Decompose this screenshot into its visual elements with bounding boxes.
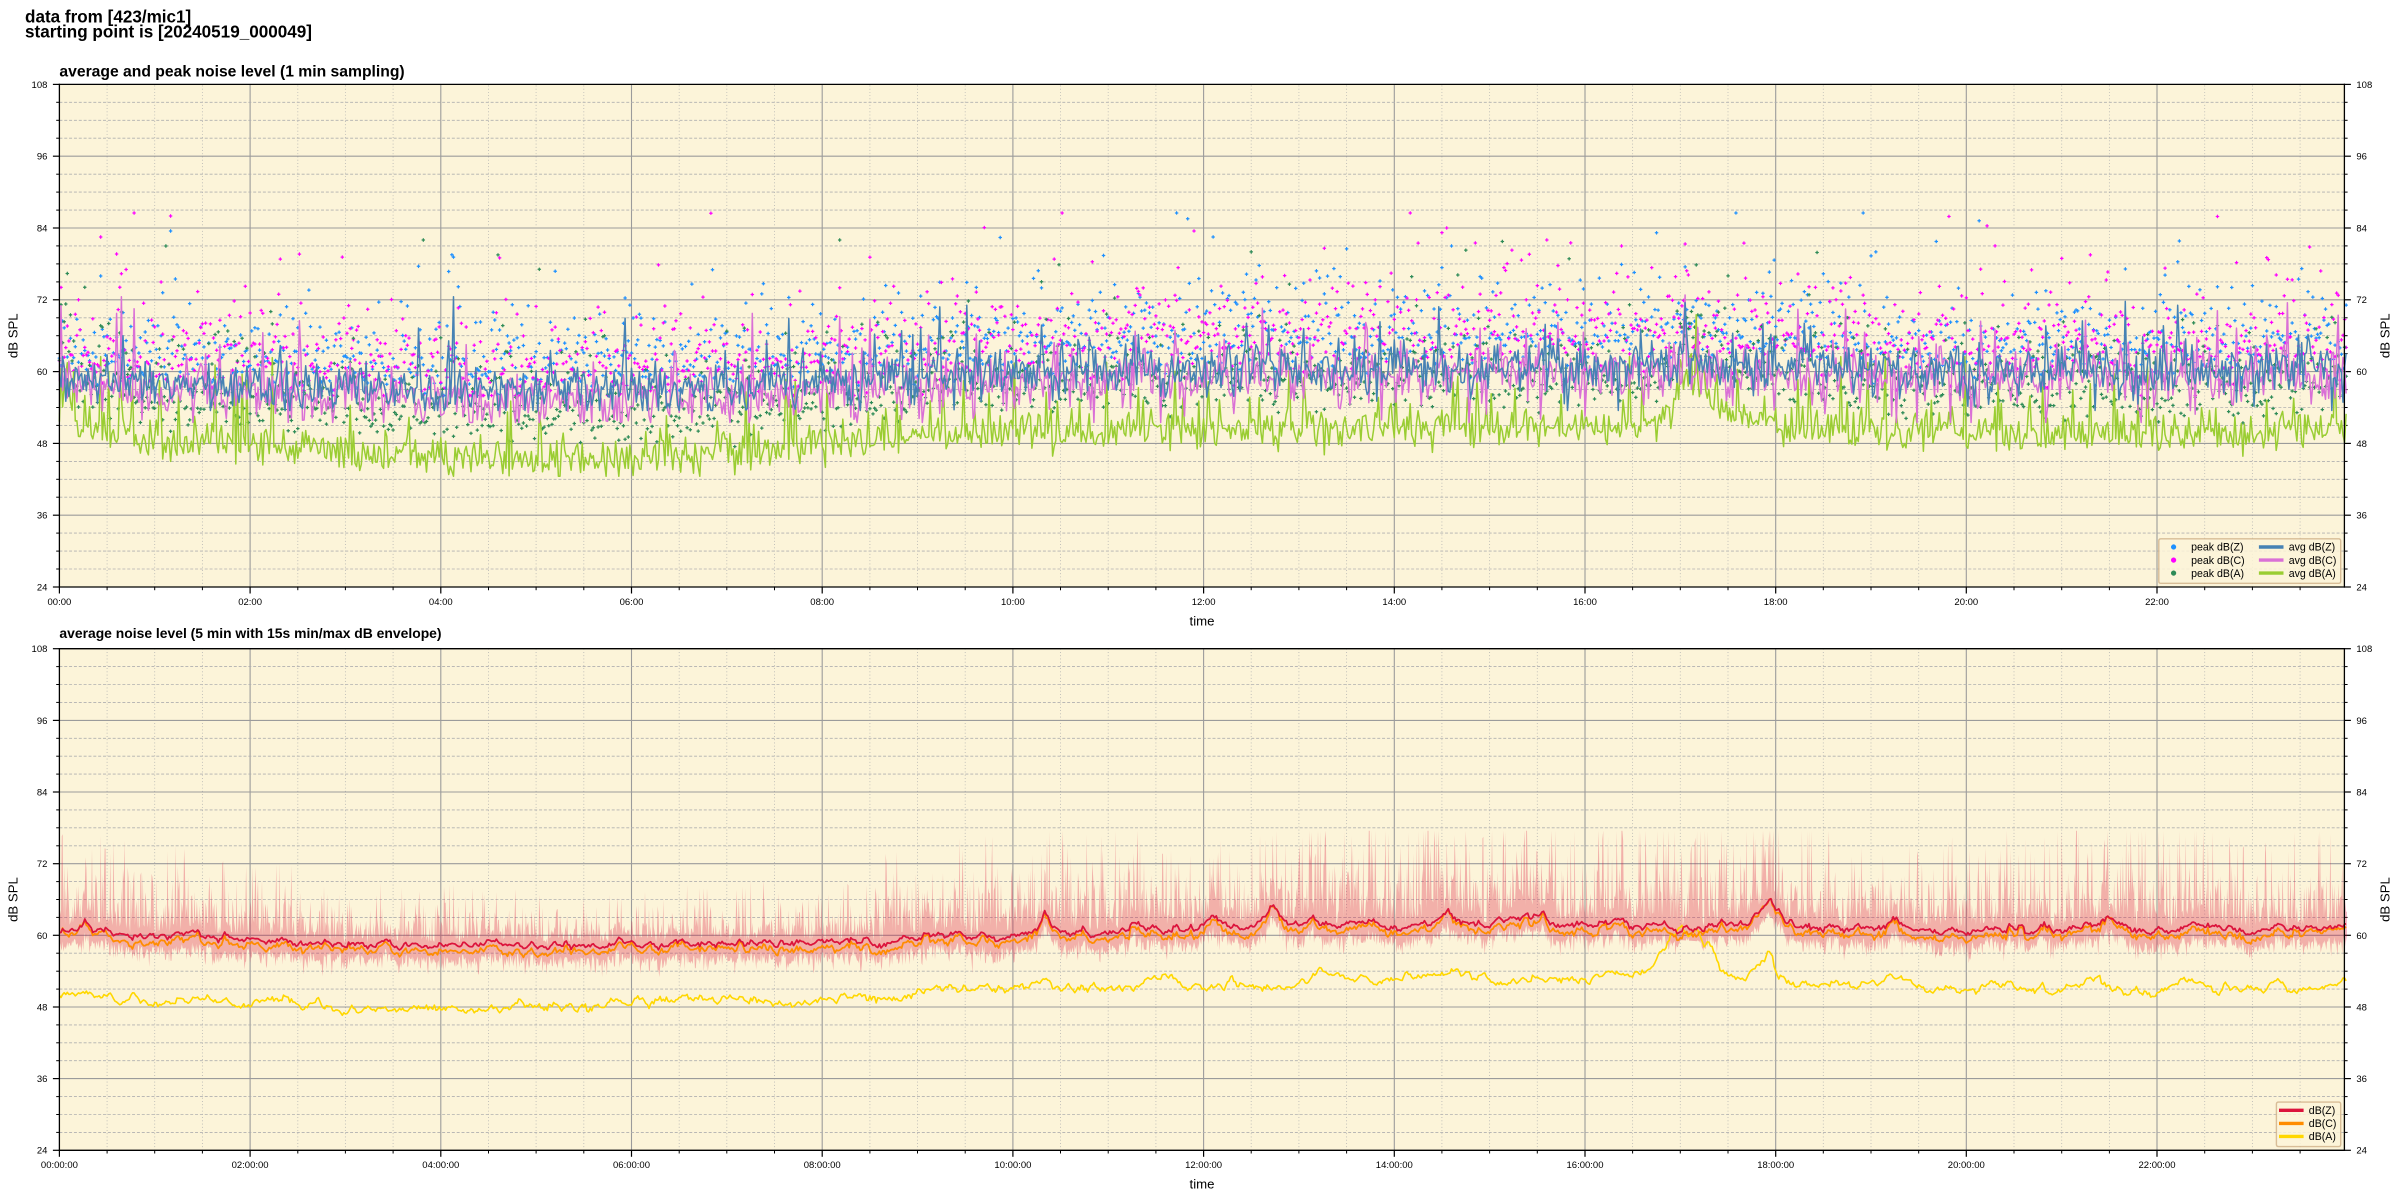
svg-text:04:00:00: 04:00:00 [422,1160,459,1171]
svg-text:60: 60 [2356,367,2367,378]
svg-text:14:00: 14:00 [1382,597,1406,608]
svg-text:20:00:00: 20:00:00 [1948,1160,1985,1171]
svg-text:96: 96 [2356,152,2367,163]
svg-text:12:00:00: 12:00:00 [1185,1160,1222,1171]
svg-text:48: 48 [2356,1002,2367,1013]
svg-text:24: 24 [2356,1146,2367,1157]
svg-text:avg dB(A): avg dB(A) [2289,568,2336,580]
svg-text:36: 36 [37,511,48,522]
svg-text:dB SPL: dB SPL [6,313,21,358]
svg-text:108: 108 [2356,644,2372,655]
svg-text:48: 48 [37,1002,48,1013]
svg-text:36: 36 [37,1074,48,1085]
svg-text:96: 96 [2356,716,2367,727]
svg-text:08:00:00: 08:00:00 [804,1160,841,1171]
svg-text:dB(Z): dB(Z) [2309,1105,2335,1117]
svg-text:avg dB(C): avg dB(C) [2289,555,2337,567]
svg-text:18:00: 18:00 [1764,597,1788,608]
svg-text:dB(C): dB(C) [2309,1118,2337,1130]
svg-text:48: 48 [37,439,48,450]
svg-text:72: 72 [37,295,48,306]
svg-text:time: time [1190,1177,1215,1192]
svg-text:02:00:00: 02:00:00 [232,1160,269,1171]
svg-text:average and peak noise level (: average and peak noise level (1 min samp… [59,63,404,80]
svg-text:02:00: 02:00 [238,597,262,608]
svg-text:00:00:00: 00:00:00 [41,1160,78,1171]
svg-text:60: 60 [37,931,48,942]
svg-text:peak dB(Z): peak dB(Z) [2191,542,2243,554]
svg-text:108: 108 [32,80,48,91]
svg-text:16:00:00: 16:00:00 [1567,1160,1604,1171]
svg-text:36: 36 [2356,1074,2367,1085]
svg-text:20:00: 20:00 [1954,597,1978,608]
svg-text:36: 36 [2356,511,2367,522]
svg-text:108: 108 [32,644,48,655]
svg-text:starting point is [20240519_00: starting point is [20240519_000049] [25,23,312,42]
svg-text:22:00: 22:00 [2145,597,2169,608]
svg-text:dB SPL: dB SPL [2377,877,2392,922]
svg-text:24: 24 [37,582,48,593]
svg-text:108: 108 [2356,80,2372,91]
svg-text:peak dB(A): peak dB(A) [2191,568,2244,580]
svg-text:10:00: 10:00 [1001,597,1025,608]
svg-text:96: 96 [37,152,48,163]
svg-text:14:00:00: 14:00:00 [1376,1160,1413,1171]
svg-text:18:00:00: 18:00:00 [1757,1160,1794,1171]
svg-text:04:00: 04:00 [429,597,453,608]
svg-text:84: 84 [37,788,48,799]
svg-text:08:00: 08:00 [810,597,834,608]
svg-text:72: 72 [2356,859,2367,870]
svg-text:84: 84 [37,223,48,234]
svg-text:84: 84 [2356,223,2367,234]
svg-text:average noise level (5 min wit: average noise level (5 min with 15s min/… [59,625,441,641]
svg-text:avg dB(Z): avg dB(Z) [2289,542,2336,554]
svg-text:96: 96 [37,716,48,727]
svg-text:time: time [1190,614,1215,629]
svg-text:60: 60 [37,367,48,378]
svg-text:data from [423/mic1]: data from [423/mic1] [25,8,191,27]
svg-text:06:00: 06:00 [620,597,644,608]
svg-text:06:00:00: 06:00:00 [613,1160,650,1171]
svg-text:dB(A): dB(A) [2309,1131,2336,1143]
svg-text:22:00:00: 22:00:00 [2139,1160,2176,1171]
svg-text:16:00: 16:00 [1573,597,1597,608]
svg-text:72: 72 [2356,295,2367,306]
svg-text:10:00:00: 10:00:00 [994,1160,1031,1171]
svg-text:peak dB(C): peak dB(C) [2191,555,2245,567]
svg-text:24: 24 [37,1146,48,1157]
svg-text:84: 84 [2356,788,2367,799]
svg-text:dB SPL: dB SPL [2377,313,2392,358]
svg-text:72: 72 [37,859,48,870]
svg-text:00:00: 00:00 [48,597,72,608]
svg-text:dB SPL: dB SPL [6,877,21,922]
svg-text:12:00: 12:00 [1192,597,1216,608]
svg-text:48: 48 [2356,439,2367,450]
svg-text:60: 60 [2356,931,2367,942]
svg-text:24: 24 [2356,582,2367,593]
